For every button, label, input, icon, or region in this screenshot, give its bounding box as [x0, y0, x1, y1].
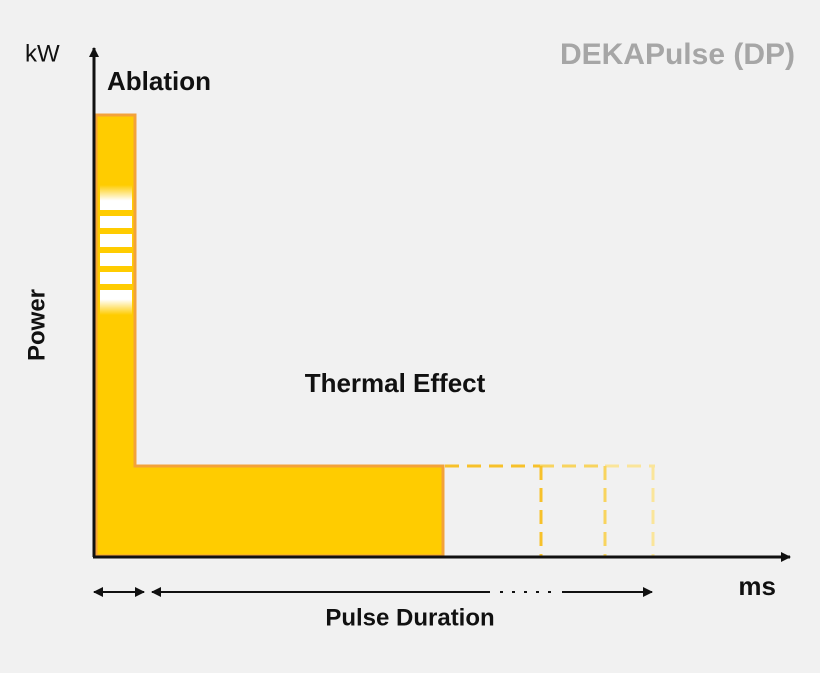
y-axis-label: Power	[23, 289, 50, 361]
x-axis-label: Pulse Duration	[325, 604, 494, 631]
pulse-extension	[445, 464, 655, 556]
x-unit: ms	[738, 571, 776, 601]
pulse-shape	[94, 113, 445, 558]
brand-title: DEKAPulse (DP)	[560, 38, 795, 71]
ablation-label: Ablation	[107, 66, 211, 96]
thermal-label: Thermal Effect	[305, 368, 486, 398]
ablation-stripes	[100, 210, 132, 290]
y-unit: kW	[25, 40, 60, 67]
